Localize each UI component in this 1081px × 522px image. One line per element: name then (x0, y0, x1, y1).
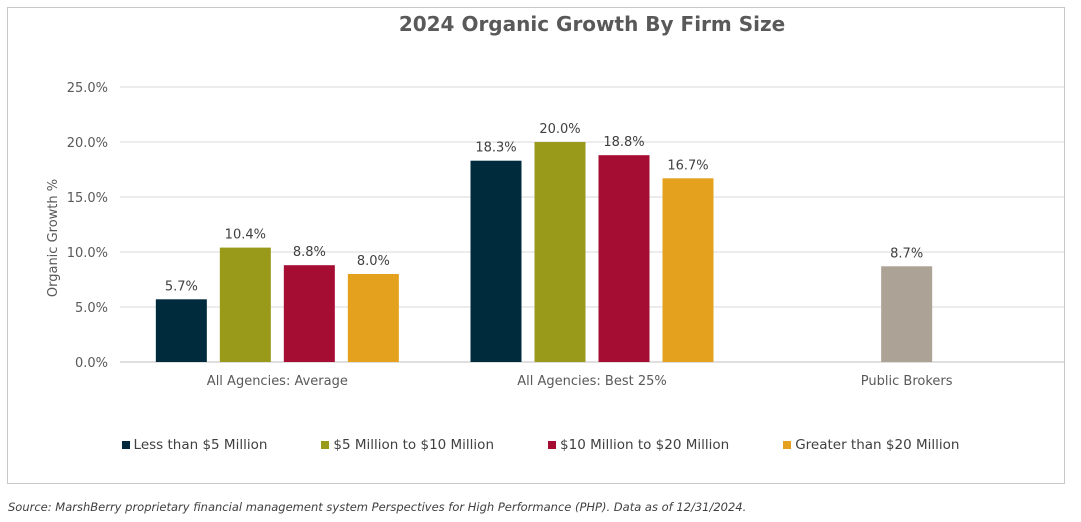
y-tick-label: 20.0% (67, 136, 108, 151)
bar (534, 142, 586, 362)
y-tick-label: 25.0% (67, 81, 108, 96)
y-tick-label: 5.0% (75, 301, 108, 316)
legend-item: $5 Million to $10 Million (321, 437, 494, 453)
source-note: Source: MarshBerry proprietary financial… (8, 500, 747, 514)
bar (155, 299, 207, 362)
bar (219, 247, 271, 362)
legend-label: Less than $5 Million (133, 437, 268, 453)
bar (283, 265, 335, 362)
data-label: 8.8% (293, 245, 326, 260)
data-label: 8.7% (890, 246, 923, 261)
chart-title: 2024 Organic Growth By Firm Size (399, 12, 785, 36)
legend-swatch (121, 441, 130, 449)
data-label: 18.3% (475, 141, 516, 156)
y-axis-label: Organic Growth % (46, 179, 61, 297)
data-label: 18.8% (603, 135, 644, 150)
bars: All Agencies: Average 5.7% 10.4% 8.8% 8.0% Al… (155, 122, 953, 389)
data-label: 10.4% (225, 228, 266, 243)
legend-label: $5 Million to $10 Million (333, 437, 495, 453)
legend-swatch (783, 441, 792, 449)
bar (598, 155, 650, 362)
y-tick-label: 10.0% (67, 246, 108, 261)
bar (662, 178, 714, 362)
legend-item: $10 Million to $20 Million (548, 437, 729, 453)
y-tick-label: 15.0% (67, 191, 108, 206)
data-label: 20.0% (539, 122, 580, 137)
x-tick-label: Public Brokers (861, 374, 953, 389)
bar (881, 266, 933, 362)
legend-label: $10 Million to $20 Million (560, 437, 730, 453)
legend-item: Greater than $20 Million (783, 437, 959, 453)
y-tick-label: 0.0% (75, 356, 108, 371)
legend-label: Greater than $20 Million (795, 437, 960, 453)
bar (470, 160, 522, 362)
legend: Less than $5 Million $5 Million to $10 Mi… (0, 437, 1081, 453)
data-label: 16.7% (667, 158, 708, 173)
legend-swatch (548, 441, 557, 449)
x-tick-label: All Agencies: Best 25% (517, 374, 667, 389)
legend-item: Less than $5 Million (121, 437, 268, 453)
x-tick-label: All Agencies: Average (207, 374, 348, 389)
bar (347, 274, 399, 362)
legend-swatch (321, 441, 330, 449)
data-label: 8.0% (357, 254, 390, 269)
data-label: 5.7% (165, 279, 198, 294)
